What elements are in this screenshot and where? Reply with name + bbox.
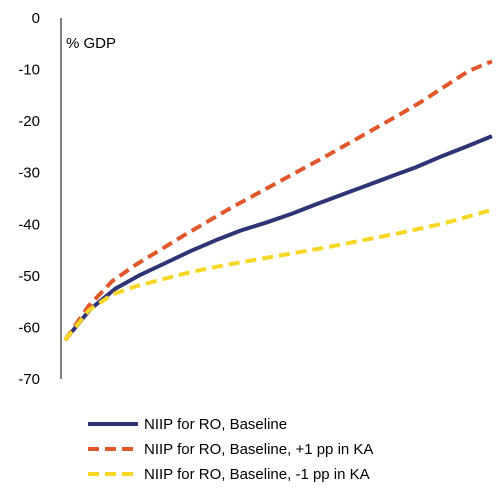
- legend-label-3: NIIP for RO, Baseline, -1 pp in KA: [144, 466, 370, 483]
- legend-label-2: NIIP for RO, Baseline, +1 pp in KA: [144, 441, 373, 458]
- y-tick-label: -70: [18, 371, 40, 388]
- series-line-1: [63, 134, 493, 342]
- y-tick-label: -60: [18, 319, 40, 336]
- y-tick-label: -30: [18, 165, 40, 182]
- y-tick-label: -50: [18, 268, 40, 285]
- unit-label: % GDP: [66, 35, 116, 52]
- y-tick-label: 0: [32, 10, 40, 27]
- y-tick-label: -10: [18, 62, 40, 79]
- y-tick-label: -40: [18, 216, 40, 233]
- y-tick-label: -20: [18, 113, 40, 130]
- series-lines: [63, 59, 493, 342]
- legend: NIIP for RO, Baseline NIIP for RO, Baseli…: [88, 416, 373, 483]
- y-axis-tick-labels: 0 -10 -20 -30 -40 -50 -60 -70: [18, 10, 40, 388]
- series-line-2: [63, 59, 493, 342]
- legend-label-1: NIIP for RO, Baseline: [144, 416, 287, 433]
- series-line-3: [63, 207, 493, 342]
